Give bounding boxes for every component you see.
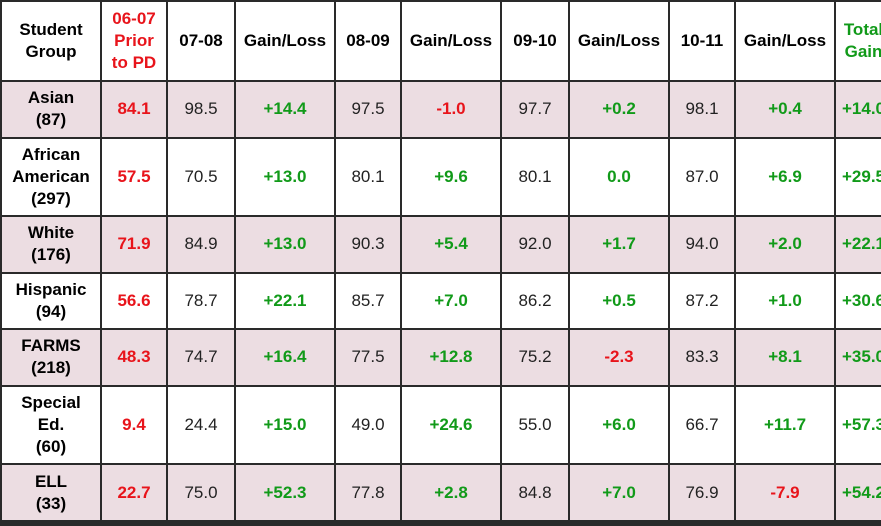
cell-student-group: Hispanic (94) (2, 273, 100, 329)
cell-score-y0910: 80.1 (502, 138, 568, 216)
cell-gain1: +14.4 (236, 82, 334, 137)
cell-baseline: 71.9 (102, 217, 166, 272)
cell-gain2: +9.6 (402, 138, 500, 216)
cell-total-gain: +30.6 (836, 273, 881, 329)
cell-score-y0708: 70.5 (168, 138, 234, 216)
cell-baseline: 48.3 (102, 330, 166, 385)
header-total-gain: Total Gain (836, 2, 881, 80)
cell-score-y0809: 77.8 (336, 465, 400, 520)
cell-total-gain: +29.5 (836, 138, 881, 216)
cell-score-y0809: 90.3 (336, 217, 400, 272)
cell-student-group: African American (297) (2, 138, 100, 216)
cell-gain2: -1.0 (402, 82, 500, 137)
cell-student-group: Asian (87) (2, 82, 100, 137)
cell-total-gain: +22.1 (836, 217, 881, 272)
cell-gain2: +24.6 (402, 386, 500, 464)
cell-total-gain: +35.0 (836, 330, 881, 385)
cell-gain3: +1.7 (570, 217, 668, 272)
cell-score-y0809: 49.0 (336, 386, 400, 464)
header-row: Student Group 06-07 Prior to PD 07-08 Ga… (2, 2, 881, 80)
cell-score-y0708: 98.5 (168, 82, 234, 137)
cell-score-y0809: 97.5 (336, 82, 400, 137)
cell-gain2: +7.0 (402, 273, 500, 329)
cell-total-gain: +14.0 (836, 82, 881, 137)
cell-student-group: ELL (33) (2, 465, 100, 520)
cell-score-y1011: 66.7 (670, 386, 734, 464)
cell-score-y0708: 24.4 (168, 386, 234, 464)
cell-total-gain: +57.3 (836, 386, 881, 464)
cell-score-y0708: 84.9 (168, 217, 234, 272)
cell-score-y0910: 92.0 (502, 217, 568, 272)
cell-baseline: 22.7 (102, 465, 166, 520)
cell-gain4: +2.0 (736, 217, 834, 272)
table-row: FARMS (218) 48.3 74.7 +16.4 77.5 +12.8 75.2 -2.3… (2, 330, 881, 385)
header-baseline: 06-07 Prior to PD (102, 2, 166, 80)
cell-gain1: +15.0 (236, 386, 334, 464)
cell-score-y0809: 77.5 (336, 330, 400, 385)
cell-gain3: -2.3 (570, 330, 668, 385)
header-student-group: Student Group (2, 2, 100, 80)
cell-score-y0910: 75.2 (502, 330, 568, 385)
header-gain-1: Gain/Loss (236, 2, 334, 80)
header-0809: 08-09 (336, 2, 400, 80)
header-0708: 07-08 (168, 2, 234, 80)
cell-gain3: +0.2 (570, 82, 668, 137)
cell-score-y1011: 94.0 (670, 217, 734, 272)
cell-score-y0708: 75.0 (168, 465, 234, 520)
cell-baseline: 84.1 (102, 82, 166, 137)
cell-score-y0809: 80.1 (336, 138, 400, 216)
cell-gain2: +5.4 (402, 217, 500, 272)
cell-score-y0708: 78.7 (168, 273, 234, 329)
table-row: ELL (33) 22.7 75.0 +52.3 77.8 +2.8 84.8 +7.0 76.9… (2, 465, 881, 520)
cell-student-group: Special Ed. (60) (2, 386, 100, 464)
cell-score-y1011: 76.9 (670, 465, 734, 520)
cell-total-gain: +54.2 (836, 465, 881, 520)
cell-student-group: White (176) (2, 217, 100, 272)
table-row: Asian (87) 84.1 98.5 +14.4 97.5 -1.0 97.7 +0.2 98… (2, 82, 881, 137)
cell-score-y0809: 85.7 (336, 273, 400, 329)
cell-score-y0910: 84.8 (502, 465, 568, 520)
cell-gain4: +0.4 (736, 82, 834, 137)
cell-gain1: +16.4 (236, 330, 334, 385)
cell-score-y1011: 83.3 (670, 330, 734, 385)
cell-gain4: +1.0 (736, 273, 834, 329)
cell-score-y1011: 87.0 (670, 138, 734, 216)
cell-score-y1011: 98.1 (670, 82, 734, 137)
cell-gain1: +13.0 (236, 138, 334, 216)
cell-gain3: 0.0 (570, 138, 668, 216)
cell-gain1: +13.0 (236, 217, 334, 272)
cell-gain3: +0.5 (570, 273, 668, 329)
cell-gain4: +8.1 (736, 330, 834, 385)
header-1011: 10-11 (670, 2, 734, 80)
table-row: Special Ed. (60) 9.4 24.4 +15.0 49.0 +24.6 55.0 +… (2, 386, 881, 464)
cell-baseline: 9.4 (102, 386, 166, 464)
header-gain-3: Gain/Loss (570, 2, 668, 80)
cell-score-y0708: 74.7 (168, 330, 234, 385)
cell-gain2: +12.8 (402, 330, 500, 385)
cell-score-y0910: 97.7 (502, 82, 568, 137)
cell-gain3: +6.0 (570, 386, 668, 464)
cell-baseline: 57.5 (102, 138, 166, 216)
cell-score-y0910: 55.0 (502, 386, 568, 464)
cell-gain4: +11.7 (736, 386, 834, 464)
header-0910: 09-10 (502, 2, 568, 80)
cell-score-y0910: 86.2 (502, 273, 568, 329)
cell-gain3: +7.0 (570, 465, 668, 520)
cell-score-y1011: 87.2 (670, 273, 734, 329)
cell-gain4: -7.9 (736, 465, 834, 520)
cell-gain4: +6.9 (736, 138, 834, 216)
header-gain-4: Gain/Loss (736, 2, 834, 80)
table-row: Hispanic (94) 56.6 78.7 +22.1 85.7 +7.0 86.2 +0.… (2, 273, 881, 329)
cell-gain2: +2.8 (402, 465, 500, 520)
table-row: White (176) 71.9 84.9 +13.0 90.3 +5.4 92.0 +1.7 9… (2, 217, 881, 272)
cell-student-group: FARMS (218) (2, 330, 100, 385)
cell-gain1: +22.1 (236, 273, 334, 329)
header-gain-2: Gain/Loss (402, 2, 500, 80)
table-row: African American (297) 57.5 70.5 +13.0 80.1 +9.… (2, 138, 881, 216)
cell-baseline: 56.6 (102, 273, 166, 329)
cell-gain1: +52.3 (236, 465, 334, 520)
